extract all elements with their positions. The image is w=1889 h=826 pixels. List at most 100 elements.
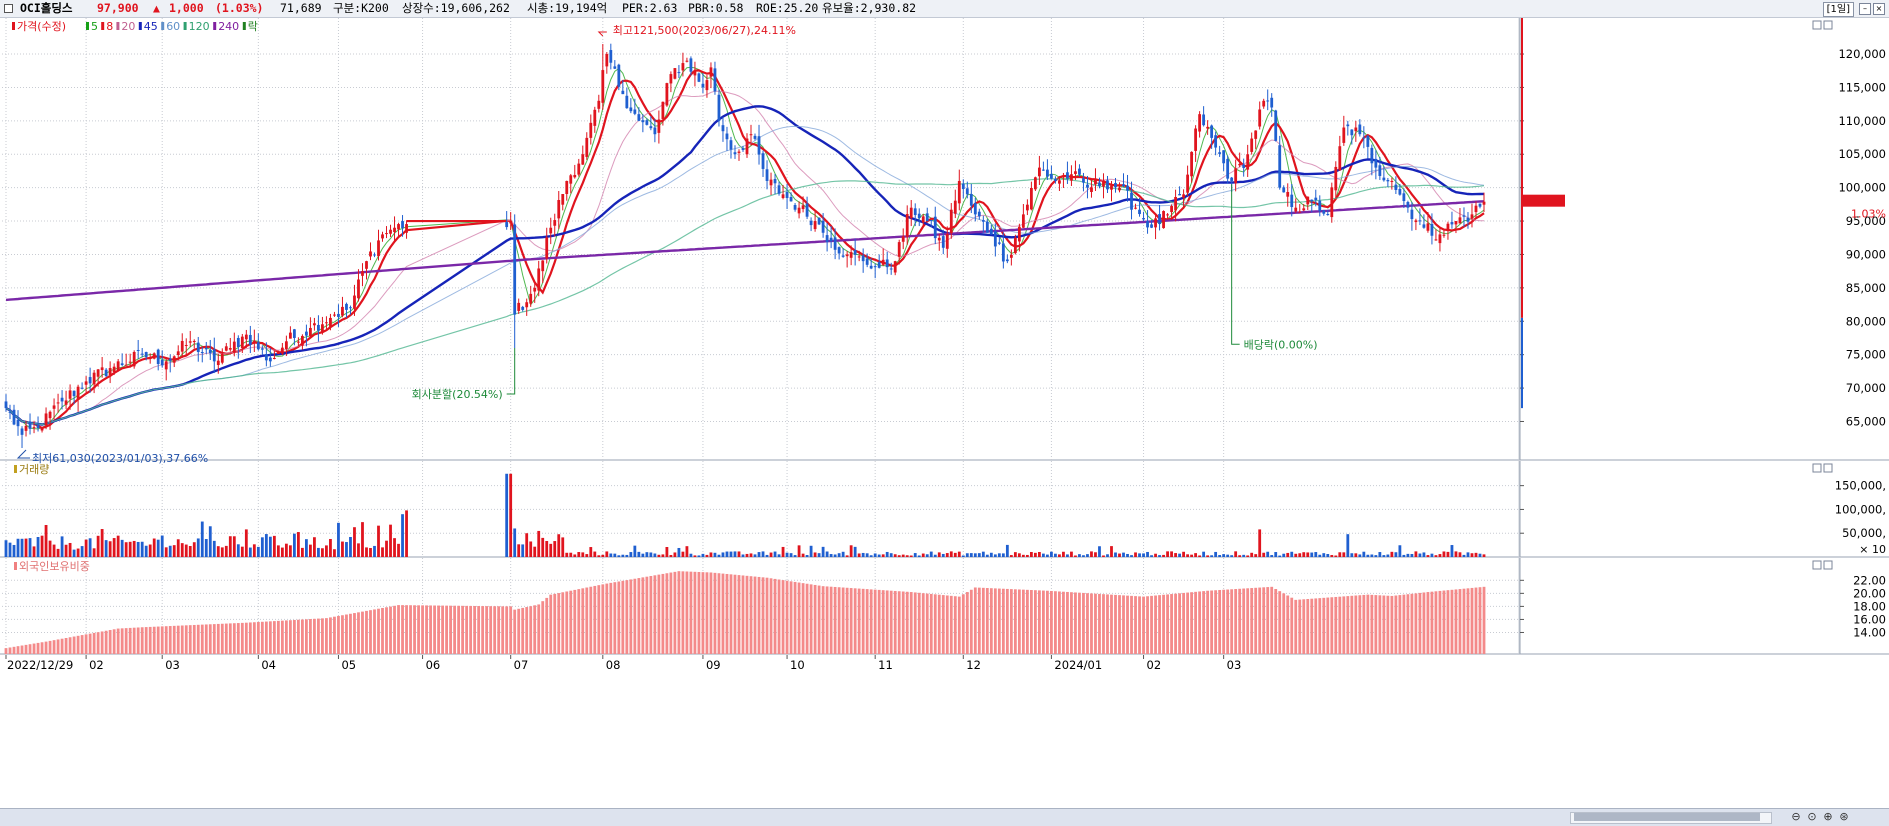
- foreign-bar: [989, 588, 993, 654]
- candle-body: [204, 347, 208, 350]
- candle-body: [252, 340, 256, 343]
- candle-body: [1274, 110, 1278, 141]
- candle-body: [1462, 215, 1466, 217]
- foreign-bar: [865, 589, 869, 654]
- volume-bar: [357, 543, 360, 557]
- foreign-bar: [180, 625, 184, 654]
- foreign-bar: [1118, 595, 1121, 654]
- period-button[interactable]: [1일]: [1822, 2, 1854, 17]
- close-icon[interactable]: ×: [1873, 3, 1885, 15]
- foreign-bar: [1130, 595, 1133, 654]
- foreign-bar: [64, 637, 68, 654]
- candle-body: [1246, 154, 1250, 170]
- foreign-bar: [1194, 591, 1198, 654]
- volume-bar: [689, 553, 693, 557]
- foreign-bar: [645, 576, 649, 654]
- foreign-bar: [737, 575, 741, 654]
- candle-body: [1033, 177, 1037, 190]
- volume-bar: [937, 552, 941, 557]
- zoom-reset-icon[interactable]: ⊙: [1807, 810, 1817, 823]
- zoom-out-icon[interactable]: ⊖: [1791, 810, 1801, 823]
- stock-chart[interactable]: 65,000 70,000 75,000 80,000 85,000 90,000 95,0…: [0, 18, 1889, 808]
- candle-body: [789, 197, 793, 202]
- foreign-bar: [569, 590, 573, 654]
- candle-body: [176, 351, 180, 356]
- volume-bar: [985, 554, 989, 557]
- volume-bar: [1078, 554, 1081, 557]
- foreign-bar: [84, 634, 88, 654]
- scroll-thumb[interactable]: [1574, 813, 1760, 821]
- candle-body: [40, 428, 44, 431]
- low-marker-line: [16, 449, 31, 459]
- foreign-bar: [681, 571, 685, 654]
- foreign-bar: [96, 632, 100, 654]
- window-icon[interactable]: [4, 4, 13, 13]
- volume-bar: [601, 554, 605, 557]
- foreign-bar: [1454, 589, 1458, 654]
- price-tick-label: 80,000: [1846, 314, 1886, 328]
- panel-close-icon[interactable]: [1823, 20, 1833, 30]
- volume-bar: [1366, 554, 1370, 557]
- volume-bar: [252, 544, 256, 557]
- candle-body: [24, 425, 28, 431]
- foreign-bar: [44, 641, 48, 654]
- volume-bar: [148, 544, 152, 557]
- volume-bar: [1110, 546, 1113, 557]
- volume-panel-title: 거래량: [19, 463, 49, 476]
- volume-bar: [1142, 553, 1145, 557]
- foreign-bar: [825, 586, 829, 654]
- foreign-bar: [629, 579, 633, 654]
- foreign-bar: [453, 605, 457, 654]
- zoom-fit-icon[interactable]: ⊛: [1839, 810, 1849, 823]
- volume-bar: [649, 552, 653, 557]
- foreign-bar: [933, 594, 937, 654]
- stock-name[interactable]: OCI홀딩스: [20, 1, 73, 15]
- candle-body: [689, 58, 693, 72]
- candle-body: [557, 200, 561, 219]
- candle-body: [889, 268, 893, 270]
- volume-bar: [665, 547, 669, 557]
- minimize-icon[interactable]: –: [1859, 3, 1871, 15]
- candle-body: [837, 247, 841, 254]
- x-axis-band: [0, 655, 1889, 808]
- candle-body: [20, 428, 24, 435]
- candle-body: [268, 357, 272, 362]
- foreign-bar: [505, 606, 509, 654]
- candle-body: [1074, 171, 1077, 174]
- x-axis-label: 2022/12/29: [7, 658, 73, 672]
- candle-body: [260, 348, 264, 350]
- volume-bar: [96, 535, 100, 557]
- volume-bar: [1190, 554, 1194, 557]
- foreign-bar: [1314, 598, 1318, 654]
- foreign-bar: [1390, 595, 1394, 654]
- volume-bar: [1358, 554, 1362, 557]
- candle-body: [1466, 217, 1470, 222]
- zoom-in-icon[interactable]: ⊕: [1823, 810, 1833, 823]
- candle-body: [68, 390, 72, 399]
- panel-minimize-icon[interactable]: [1812, 463, 1822, 473]
- legend-marker: [213, 22, 217, 30]
- volume-bar: [753, 554, 757, 557]
- panel-close-icon[interactable]: [1823, 463, 1833, 473]
- foreign-bar: [204, 624, 208, 654]
- volume-bar: [805, 555, 809, 557]
- foreign-bar: [268, 621, 272, 654]
- candle-body: [353, 295, 356, 309]
- foreign-bar: [256, 622, 260, 654]
- foreign-bar: [917, 592, 921, 654]
- panel-close-icon[interactable]: [1823, 560, 1833, 570]
- candle-body: [12, 409, 16, 425]
- volume-bar: [1266, 551, 1270, 557]
- panel-minimize-icon[interactable]: [1812, 560, 1822, 570]
- foreign-bar: [361, 611, 364, 654]
- foreign-bar: [1178, 593, 1181, 654]
- candle-body: [601, 70, 605, 103]
- candle-body: [605, 54, 609, 67]
- volume-bar: [1422, 552, 1426, 557]
- foreign-bar: [12, 646, 16, 654]
- candle-body: [561, 193, 565, 205]
- candle-body: [1286, 191, 1290, 197]
- candle-body: [1330, 187, 1334, 218]
- foreign-bar: [997, 588, 1001, 654]
- panel-minimize-icon[interactable]: [1812, 20, 1822, 30]
